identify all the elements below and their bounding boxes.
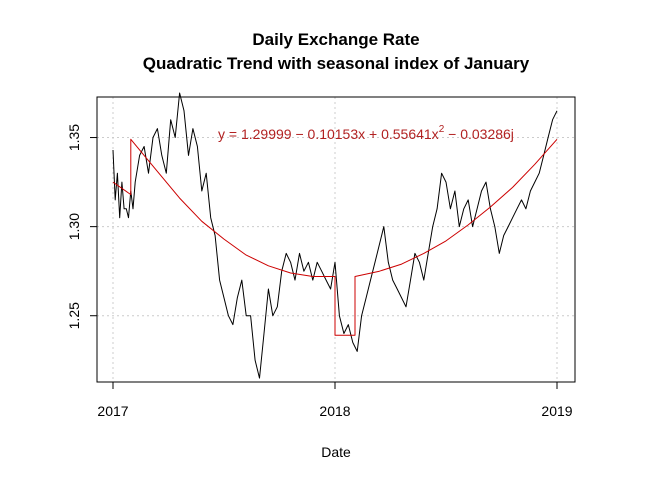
exchange-rate-line — [112, 92, 558, 379]
trend-line — [112, 138, 558, 336]
x-tick-label: 2018 — [319, 403, 350, 419]
x-tick-label: 2017 — [97, 403, 128, 419]
series-layer — [112, 92, 558, 379]
x-tick-label: 2019 — [541, 403, 572, 419]
y-tick-label: 1.30 — [66, 213, 82, 240]
equation-main: y = 1.29999 − 0.10153x + 0.55641x — [218, 126, 439, 142]
y-tick-label: 1.25 — [66, 302, 82, 329]
x-axis: 2017 2018 2019 — [97, 381, 573, 419]
x-axis-title: Date — [321, 444, 351, 460]
y-tick-label: 1.35 — [66, 124, 82, 151]
equation-superscript: 2 — [439, 124, 445, 135]
chart-title: Daily Exchange Rate — [252, 30, 419, 49]
chart-subtitle: Quadratic Trend with seasonal index of J… — [143, 54, 530, 73]
equation-tail: − 0.03286j — [444, 126, 514, 142]
y-axis: 1.25 1.30 1.35 — [66, 124, 98, 329]
equation-label: y = 1.29999 − 0.10153x + 0.55641x2 − 0.0… — [218, 124, 514, 142]
